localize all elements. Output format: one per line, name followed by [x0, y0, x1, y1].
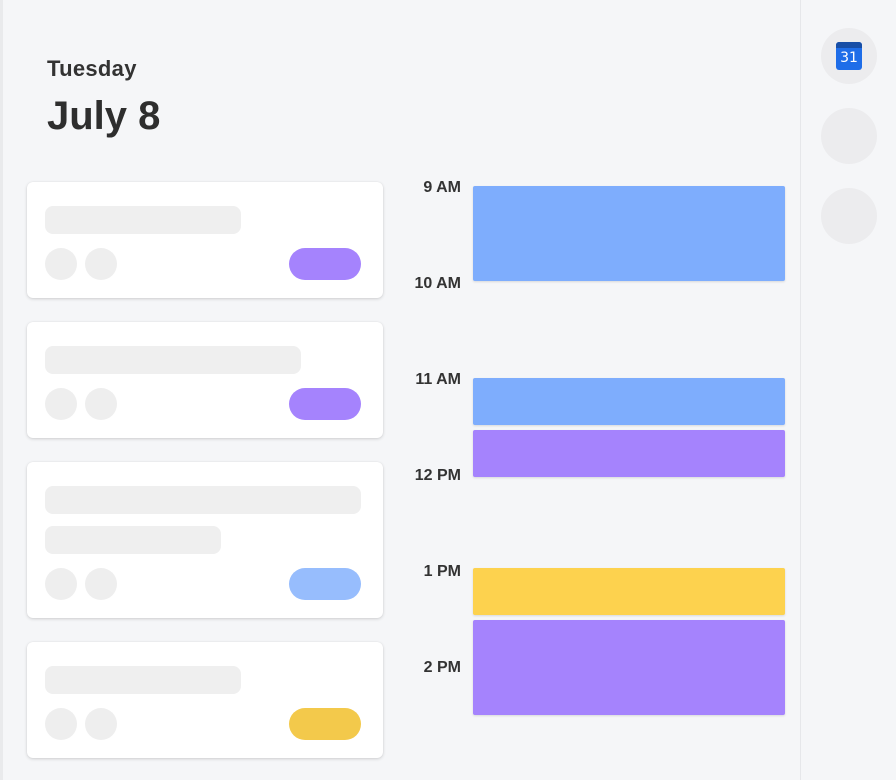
title-placeholder — [45, 206, 241, 234]
attendee-avatar — [45, 248, 77, 280]
time-label: 12 PM — [414, 467, 461, 484]
timeline-event[interactable] — [473, 186, 785, 281]
attendee-avatar — [85, 568, 117, 600]
calendar-icon-number: 31 — [840, 50, 858, 66]
day-schedule-panel: Tuesday July 8 9 AM 10 AM 11 AM 12 PM 1 … — [0, 0, 785, 780]
day-of-week: Tuesday — [47, 56, 137, 81]
attendee-avatar — [85, 708, 117, 740]
timeline-event[interactable] — [473, 620, 785, 715]
google-calendar-icon: 31 — [836, 42, 862, 70]
event-card[interactable] — [27, 462, 383, 618]
time-label: 10 AM — [414, 275, 461, 292]
attendee-avatar — [85, 388, 117, 420]
event-card[interactable] — [27, 642, 383, 758]
page-title: July 8 — [47, 94, 161, 138]
attendee-avatar — [45, 708, 77, 740]
calendar-app-button[interactable]: 31 — [821, 28, 877, 84]
attendee-avatar — [45, 568, 77, 600]
event-tag — [289, 388, 361, 420]
attendee-avatar — [45, 388, 77, 420]
event-card[interactable] — [27, 322, 383, 438]
time-label: 1 PM — [423, 563, 461, 580]
time-label: 2 PM — [423, 659, 461, 676]
event-tag — [289, 568, 361, 600]
subtitle-placeholder — [45, 526, 221, 554]
side-app-button-placeholder[interactable] — [821, 108, 877, 164]
event-card[interactable] — [27, 182, 383, 298]
event-tag — [289, 708, 361, 740]
side-panel-rail: 31 — [800, 0, 896, 780]
attendee-avatar — [85, 248, 117, 280]
time-label: 9 AM — [423, 179, 461, 196]
title-placeholder — [45, 346, 301, 374]
timeline-event[interactable] — [473, 378, 785, 425]
event-tag — [289, 248, 361, 280]
side-app-button-placeholder[interactable] — [821, 188, 877, 244]
title-placeholder — [45, 486, 361, 514]
time-label: 11 AM — [415, 371, 461, 388]
timeline-event[interactable] — [473, 430, 785, 477]
timeline-event[interactable] — [473, 568, 785, 615]
title-placeholder — [45, 666, 241, 694]
